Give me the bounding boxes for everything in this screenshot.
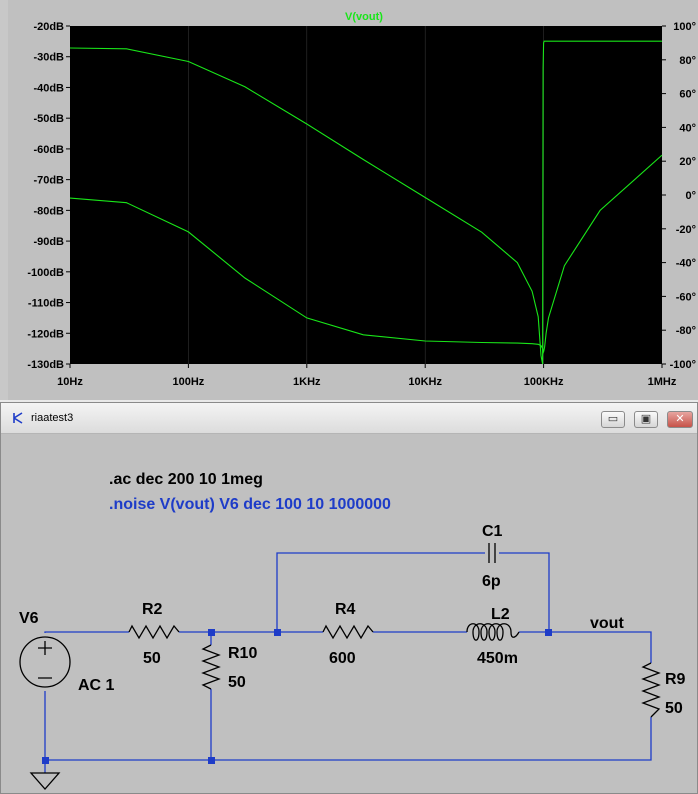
- phase-tick-label: -20°: [676, 224, 696, 236]
- r2-name: R2: [142, 601, 163, 618]
- magnitude-trace: [69, 154, 663, 354]
- magnitude-axis: -20dB -30dB -40dB -50dB -60dB -70dB -80dB -90dB…: [27, 21, 70, 371]
- magnitude-tick-label: -130dB: [27, 359, 64, 371]
- resistor-r4[interactable]: R4 600: [322, 601, 374, 667]
- frequency-tick-label: 100Hz: [173, 376, 205, 388]
- plot-background: [70, 26, 662, 364]
- magnitude-tick-label: -20dB: [33, 21, 64, 33]
- restore-button[interactable]: ▣: [634, 411, 658, 428]
- r4-name: R4: [335, 601, 356, 618]
- junction-dot: [545, 629, 552, 636]
- phase-tick-label: 100°: [673, 21, 696, 33]
- schematic-window[interactable]: riaatest3 ▭ ▣ ✕ .ac dec 200 10 1meg .noi…: [0, 402, 698, 794]
- frequency-tick-label: 1KHz: [293, 376, 321, 388]
- phase-tick-label: -40°: [676, 258, 696, 270]
- waveform-plot[interactable]: V(vout) -20dB -30dB -40dB -50dB -60dB -70dB -8…: [8, 0, 698, 400]
- magnitude-tick-label: -60dB: [33, 144, 64, 156]
- junctions: [42, 629, 552, 764]
- resistor-r9[interactable]: R9 50: [641, 662, 686, 718]
- minimize-button[interactable]: ▭: [601, 411, 625, 428]
- phase-tick-label: -80°: [676, 325, 696, 337]
- trace-group: [69, 40, 663, 365]
- schematic-canvas[interactable]: .ac dec 200 10 1meg .noise V(vout) V6 de…: [1, 433, 697, 793]
- r4-value: 600: [329, 650, 356, 667]
- l2-value: 450m: [477, 650, 518, 667]
- close-button[interactable]: ✕: [667, 411, 693, 428]
- junction-dot: [42, 757, 49, 764]
- trace-title[interactable]: V(vout): [345, 11, 383, 23]
- v6-value: AC 1: [78, 677, 115, 694]
- magnitude-tick-label: -70dB: [33, 175, 64, 187]
- window-title: riaatest3: [31, 412, 74, 424]
- frequency-axis: 10Hz 100Hz 1KHz 10KHz 100KHz 1MHz: [57, 364, 677, 388]
- net-label-vout[interactable]: vout: [590, 615, 624, 632]
- schematic-titlebar[interactable]: riaatest3 ▭ ▣ ✕: [1, 403, 697, 434]
- phase-tick-label: -60°: [676, 291, 696, 303]
- wire-l2-r9: [519, 631, 652, 663]
- frequency-tick-label: 10Hz: [57, 376, 83, 388]
- resistor-r2[interactable]: R2 50: [128, 601, 180, 667]
- noise-directive[interactable]: .noise V(vout) V6 dec 100 10 1000000: [109, 496, 391, 513]
- c1-name: C1: [482, 523, 503, 540]
- r10-value: 50: [228, 674, 246, 691]
- resistor-r10[interactable]: R10 50: [201, 644, 257, 691]
- magnitude-tick-label: -100dB: [27, 267, 64, 279]
- phase-tick-label: 40°: [679, 122, 696, 134]
- junction-dot: [274, 629, 281, 636]
- c1-value: 6p: [482, 573, 501, 590]
- frequency-tick-label: 1MHz: [648, 376, 677, 388]
- magnitude-tick-label: -50dB: [33, 113, 64, 125]
- magnitude-tick-label: -40dB: [33, 82, 64, 94]
- junction-dot: [208, 629, 215, 636]
- waveform-viewer-window[interactable]: V(vout) -20dB -30dB -40dB -50dB -60dB -70dB -8…: [0, 0, 698, 400]
- r10-name: R10: [228, 645, 257, 662]
- phase-tick-label: 60°: [679, 89, 696, 101]
- wire-c1-left: [276, 552, 485, 632]
- wires: [44, 552, 652, 773]
- phase-tick-label: 0°: [685, 190, 696, 202]
- phase-tick-label: 20°: [679, 156, 696, 168]
- magnitude-tick-label: -110dB: [28, 298, 64, 310]
- frequency-tick-label: 100KHz: [524, 376, 564, 388]
- inductor-l2[interactable]: L2 450m: [466, 606, 520, 667]
- capacitor-c1[interactable]: C1 6p: [482, 523, 503, 590]
- phase-tick-label: 80°: [679, 55, 696, 67]
- voltage-source-v6[interactable]: V6 AC 1: [19, 610, 115, 694]
- ground-icon: [29, 772, 61, 790]
- magnitude-tick-label: -120dB: [27, 328, 64, 340]
- magnitude-tick-label: -80dB: [33, 205, 64, 217]
- junction-dot: [208, 757, 215, 764]
- r2-value: 50: [143, 650, 161, 667]
- phase-tick-label: -100°: [670, 359, 696, 371]
- magnitude-tick-label: -90dB: [33, 236, 64, 248]
- frequency-tick-label: 10KHz: [408, 376, 442, 388]
- phase-trace: [69, 40, 662, 365]
- r9-name: R9: [665, 671, 686, 688]
- wire-v6-r2: [44, 631, 129, 633]
- l2-name: L2: [491, 606, 510, 623]
- r9-value: 50: [665, 700, 683, 717]
- magnitude-tick-label: -30dB: [33, 52, 64, 64]
- v6-name: V6: [19, 610, 39, 627]
- schematic-icon: [13, 412, 23, 424]
- wire-c1-right: [499, 552, 550, 632]
- ac-directive[interactable]: .ac dec 200 10 1meg: [109, 471, 263, 488]
- phase-axis: 100° 80° 60° 40° 20° 0° -20° -40° -60° -80° -100°: [662, 21, 696, 371]
- wire-ground-rail: [44, 691, 652, 761]
